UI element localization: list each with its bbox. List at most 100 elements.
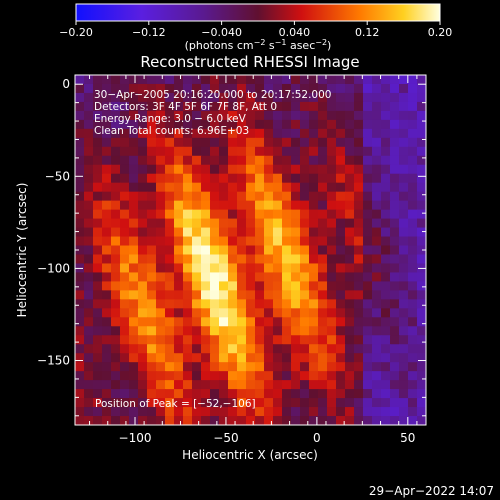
colorbar-units: (photons cm−2 s−1 asec−2) [185,38,332,52]
heatmap-cell [336,101,346,112]
heatmap-cell [282,245,292,256]
heatmap-cell [219,272,229,283]
heatmap-cell [273,263,283,274]
heatmap-cell [147,254,157,265]
heatmap-cell [399,326,409,336]
heatmap-cell [111,209,121,220]
heatmap-cell [156,272,166,283]
heatmap-cell [174,92,184,103]
heatmap-cell [390,254,400,265]
heatmap-cell [282,398,292,408]
heatmap-cell [327,335,337,345]
heatmap-cell [336,281,346,291]
heatmap-cell [174,173,184,184]
heatmap-cell [165,137,175,148]
heatmap-cell [390,101,400,112]
heatmap-cell [336,362,346,372]
heatmap-cell [399,308,409,318]
heatmap-cell [363,317,373,327]
heatmap-cell [165,371,175,381]
heatmap-cell [201,155,211,166]
heatmap-cell [255,83,265,94]
heatmap-cell [219,218,229,229]
heatmap-cell [111,218,121,229]
heatmap-cell [84,200,94,211]
heatmap-cell [300,317,310,327]
heatmap-cell [183,398,193,408]
heatmap-cell [219,263,229,274]
heatmap-cell [210,75,220,85]
heatmap-cell [111,119,121,130]
heatmap-cell [363,101,373,112]
heatmap-cell [165,263,175,274]
heatmap-cell [201,281,211,291]
heatmap-cell [228,128,238,139]
heatmap-cell [183,146,193,157]
heatmap-cell [282,83,292,94]
heatmap-cell [390,308,400,318]
heatmap-cell [399,272,409,283]
heatmap-cell [318,236,328,247]
heatmap-cell [147,272,157,283]
heatmap-cell [417,335,426,345]
heatmap-cell [273,146,283,157]
heatmap-cell [120,371,130,381]
heatmap-cell [327,371,337,381]
heatmap-cell [129,164,139,175]
heatmap-cell [183,272,193,283]
heatmap-cell [273,137,283,148]
heatmap-cell [363,75,373,85]
heatmap-cell [282,335,292,345]
heatmap-cell [138,344,148,354]
heatmap-cell [102,407,112,417]
heatmap-cell [309,371,319,381]
heatmap-cell [120,75,130,85]
heatmap-cell [84,128,94,139]
heatmap-cell [399,164,409,175]
heatmap-cell [129,353,139,363]
heatmap-cell [228,236,238,247]
heatmap-cell [183,326,193,336]
heatmap-cell [237,353,247,363]
heatmap-cell [381,272,391,283]
heatmap-cell [201,362,211,372]
heatmap-cell [237,281,247,291]
heatmap-cell [84,146,94,157]
heatmap-cell [102,380,112,390]
heatmap-cell [327,236,337,247]
heatmap-cell [282,227,292,238]
heatmap-cell [282,200,292,211]
heatmap-cell [417,164,426,175]
heatmap-cell [381,416,391,425]
heatmap-cell [237,119,247,130]
heatmap-cell [237,254,247,265]
heatmap-cell [84,245,94,256]
heatmap-cell [372,389,382,399]
heatmap-cell [165,254,175,265]
heatmap-cell [156,344,166,354]
heatmap-cell [111,128,121,139]
heatmap-cell [264,290,274,300]
heatmap-cell [372,92,382,103]
heatmap-cell [174,101,184,112]
heatmap-cell [219,281,229,291]
heatmap-cell [192,326,202,336]
heatmap-cell [300,119,310,130]
heatmap-cell [318,119,328,130]
heatmap-cell [228,110,238,121]
heatmap-cell [102,245,112,256]
heatmap-cell [354,380,364,390]
heatmap-cell [75,155,85,166]
heatmap-cell [282,371,292,381]
heatmap-cell [201,371,211,381]
heatmap-cell [156,200,166,211]
heatmap-cell [291,380,301,390]
heatmap-cell [264,164,274,175]
heatmap-cell [156,92,166,103]
heatmap-cell [228,389,238,399]
heatmap-cell [120,398,130,408]
heatmap-cell [111,173,121,184]
heatmap-cell [408,92,418,103]
heatmap-cell [111,245,121,256]
x-axis-label: Heliocentric X (arcsec) [182,448,318,462]
